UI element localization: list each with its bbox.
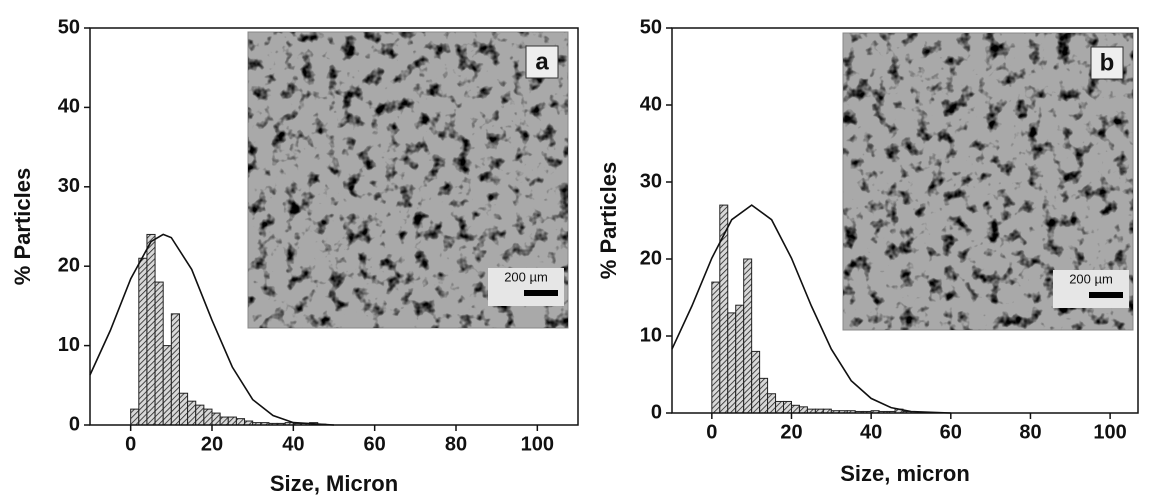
x-tick-label: 40 xyxy=(282,433,304,455)
x-tick-label: 100 xyxy=(521,433,554,455)
y-tick-label: 40 xyxy=(58,96,80,118)
plot-frame xyxy=(671,27,1139,414)
x-tick-label: 80 xyxy=(1019,421,1041,443)
histogram-bar xyxy=(138,257,148,426)
y-tick-label: 0 xyxy=(69,413,80,435)
histogram-bar xyxy=(711,281,721,414)
y-tick-label: 50 xyxy=(640,16,662,38)
histogram-bar xyxy=(154,281,164,426)
histogram-bar xyxy=(759,377,769,414)
histogram-bar xyxy=(743,258,753,414)
scale-bar xyxy=(524,290,558,296)
x-tick-label: 0 xyxy=(706,421,717,443)
histogram-bar xyxy=(767,393,777,414)
plot-frame xyxy=(89,27,579,426)
histogram-bar xyxy=(790,404,800,414)
histogram-bar xyxy=(227,416,237,426)
x-tick-label: 60 xyxy=(940,421,962,443)
x-tick-label: 80 xyxy=(445,433,467,455)
y-tick-label: 40 xyxy=(640,93,662,115)
histogram-bar xyxy=(130,408,140,426)
scale-bar-label: 200 µm xyxy=(504,269,548,284)
histogram-bar xyxy=(146,233,156,426)
x-tick-label: 100 xyxy=(1093,421,1126,443)
histogram-bar xyxy=(727,312,737,414)
scale-bar-box xyxy=(488,268,564,306)
y-tick-label: 10 xyxy=(58,334,80,356)
histogram-bar xyxy=(235,418,246,426)
histogram-bar xyxy=(751,350,761,414)
fit-curve xyxy=(89,233,335,426)
histogram-bar xyxy=(195,404,205,426)
panel-label-box xyxy=(1090,46,1124,80)
chart-panel: a 200 µm 0 10 20 30 40 50 0 20 40 60 80 100 Size, Micr… xyxy=(10,16,579,496)
panel-label: b xyxy=(1100,49,1115,76)
y-tick-label: 10 xyxy=(640,324,662,346)
y-tick-label: 20 xyxy=(58,254,80,276)
x-tick-label: 40 xyxy=(860,421,882,443)
scale-bar-label: 200 µm xyxy=(1069,271,1113,286)
panel-label: a xyxy=(535,48,549,75)
y-axis-title: % Particles xyxy=(10,168,35,285)
histogram-bar xyxy=(211,412,221,426)
chart-panel: b 200 µm 0 10 20 30 40 50 0 20 40 60 80 100 Size, micr… xyxy=(596,16,1139,486)
x-tick-label: 20 xyxy=(780,421,802,443)
y-tick-label: 30 xyxy=(58,175,80,197)
x-tick-label: 0 xyxy=(125,433,136,455)
histogram-bar xyxy=(162,345,172,426)
histogram-bar xyxy=(203,408,213,426)
histogram-bar xyxy=(775,400,785,414)
scale-bar xyxy=(1089,292,1123,298)
x-tick-label: 60 xyxy=(364,433,386,455)
histogram-bar xyxy=(187,400,197,426)
x-axis-title: Size, Micron xyxy=(270,471,398,496)
y-axis-title: % Particles xyxy=(596,162,621,279)
y-tick-label: 50 xyxy=(58,16,80,38)
scale-bar-box xyxy=(1053,270,1129,308)
panel-label-box xyxy=(525,45,559,79)
x-axis-title: Size, micron xyxy=(840,461,970,486)
histogram-bar xyxy=(170,313,180,426)
y-tick-label: 30 xyxy=(640,170,662,192)
fit-curve xyxy=(671,204,951,414)
x-tick-label: 20 xyxy=(201,433,223,455)
y-tick-label: 0 xyxy=(651,401,662,423)
histogram-bar xyxy=(735,304,745,414)
histogram-bar xyxy=(798,406,808,414)
histogram-bar xyxy=(219,416,229,426)
histogram-bar xyxy=(783,400,792,414)
histogram-bar xyxy=(178,392,189,426)
y-tick-label: 20 xyxy=(640,247,662,269)
